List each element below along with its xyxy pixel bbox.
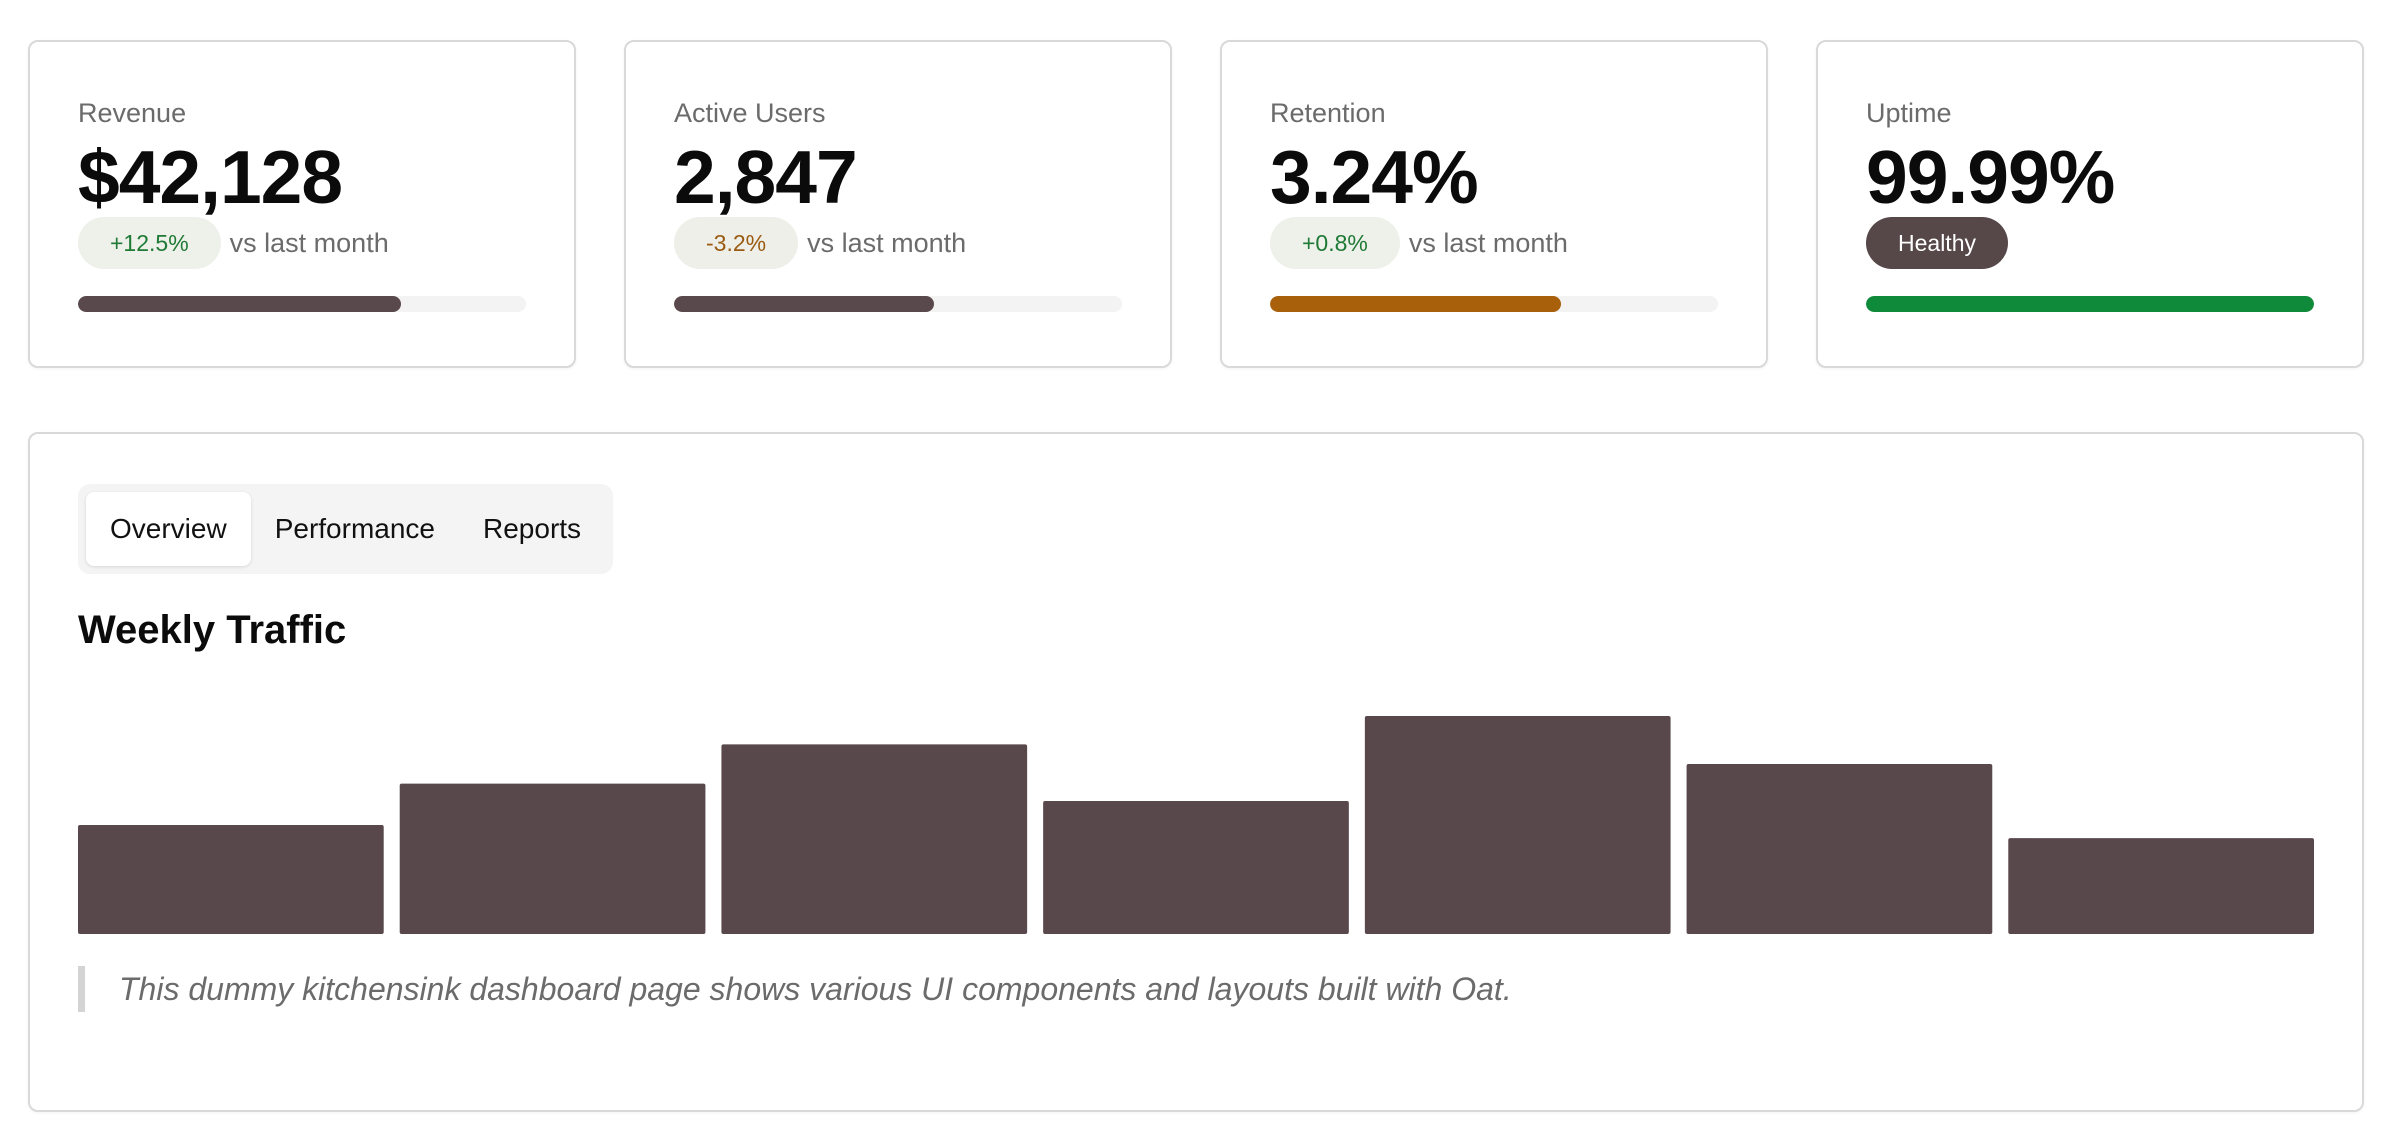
stat-label: Uptime xyxy=(1866,98,1952,128)
stat-change-row: +12.5% vs last month xyxy=(78,217,526,269)
stat-value: 3.24% xyxy=(1270,135,1479,219)
tab-performance[interactable]: Performance xyxy=(274,513,435,544)
tab-overview[interactable]: Overview xyxy=(86,492,251,566)
chart-bar xyxy=(399,783,706,934)
stat-label: Retention xyxy=(1270,98,1386,128)
stat-card-revenue: Revenue $42,128 +12.5% vs last month xyxy=(28,40,576,368)
bar-chart-svg xyxy=(78,716,2314,934)
chart-bar xyxy=(1043,801,1349,934)
stat-value: 2,847 xyxy=(674,135,858,219)
progress-fill xyxy=(674,296,934,312)
change-badge: +0.8% xyxy=(1270,217,1400,269)
weekly-traffic-panel: Overview Performance Reports Weekly Traf… xyxy=(28,432,2364,1112)
stat-card-active-users: Active Users 2,847 -3.2% vs last month xyxy=(624,40,1172,368)
stat-card-uptime: Uptime 99.99% Healthy xyxy=(1816,40,2364,368)
note-blockquote: This dummy kitchensink dashboard page sh… xyxy=(78,966,2314,1012)
stat-value: $42,128 xyxy=(78,135,343,219)
chart-bar xyxy=(1686,763,1993,934)
progress-bar xyxy=(1866,296,2314,312)
compare-text: vs last month xyxy=(229,227,389,258)
change-badge: -3.2% xyxy=(674,217,799,269)
change-badge: +12.5% xyxy=(78,217,221,269)
stat-label: Revenue xyxy=(78,98,187,128)
progress-bar xyxy=(1270,296,1718,312)
stat-change-row: -3.2% vs last month xyxy=(674,217,1122,269)
chart-bar xyxy=(78,825,384,934)
stat-value: 99.99% xyxy=(1866,135,2115,219)
progress-bar xyxy=(78,296,526,312)
progress-fill xyxy=(1866,296,2314,312)
weekly-traffic-chart xyxy=(78,686,2314,934)
stat-card-retention: Retention 3.24% +0.8% vs last month xyxy=(1220,40,1768,368)
progress-bar xyxy=(674,296,1122,312)
chart-bar xyxy=(1364,716,1671,934)
compare-text: vs last month xyxy=(1408,227,1568,258)
stat-change-row: +0.8% vs last month xyxy=(1270,217,1718,269)
tab-list: Overview Performance Reports xyxy=(78,484,614,574)
tab-reports[interactable]: Reports xyxy=(483,513,582,544)
section-title: Weekly Traffic xyxy=(78,608,347,652)
stat-label: Active Users xyxy=(674,98,826,128)
chart-bar xyxy=(721,744,1028,934)
compare-text: vs last month xyxy=(807,227,967,258)
stat-change-row: Healthy xyxy=(1866,217,2314,269)
progress-fill xyxy=(78,296,401,312)
chart-bar xyxy=(2008,838,2314,934)
status-badge: Healthy xyxy=(1866,217,2008,269)
progress-fill xyxy=(1270,296,1562,312)
